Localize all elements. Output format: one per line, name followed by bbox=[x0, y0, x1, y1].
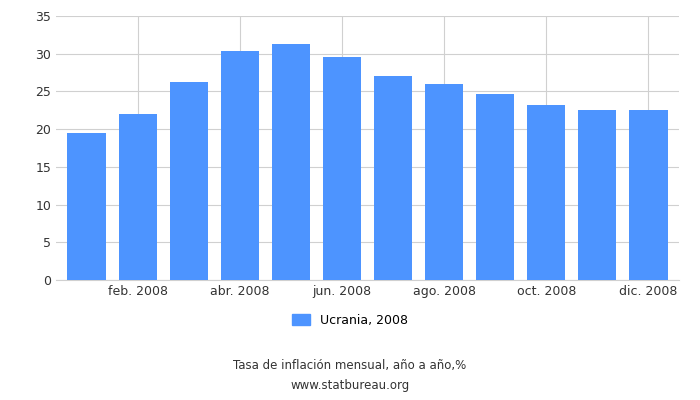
Bar bbox=[272, 44, 310, 280]
Bar bbox=[629, 110, 668, 280]
Bar bbox=[476, 94, 514, 280]
Bar bbox=[67, 133, 106, 280]
Bar bbox=[425, 84, 463, 280]
Bar bbox=[527, 105, 566, 280]
Text: www.statbureau.org: www.statbureau.org bbox=[290, 380, 410, 392]
Bar bbox=[374, 76, 412, 280]
Bar bbox=[118, 114, 157, 280]
Legend: Ucrania, 2008: Ucrania, 2008 bbox=[286, 309, 414, 332]
Text: Tasa de inflación mensual, año a año,%: Tasa de inflación mensual, año a año,% bbox=[233, 360, 467, 372]
Bar bbox=[169, 82, 208, 280]
Bar bbox=[323, 58, 361, 280]
Bar bbox=[578, 110, 617, 280]
Bar bbox=[220, 52, 259, 280]
